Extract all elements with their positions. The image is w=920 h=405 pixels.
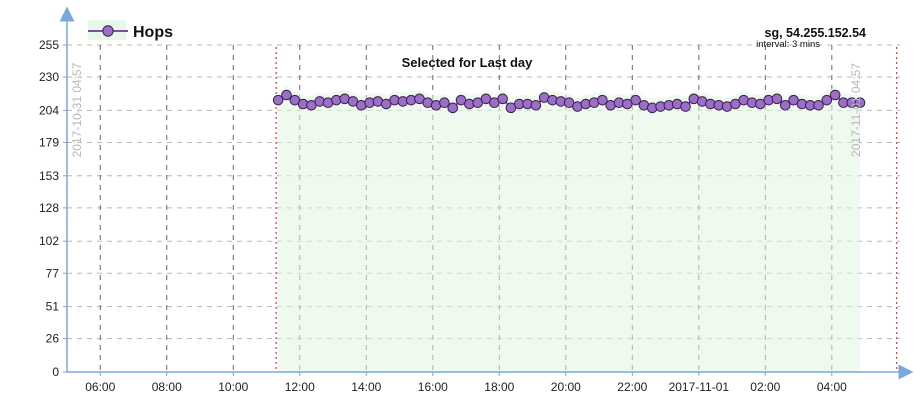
y-tick-label: 153: [39, 169, 59, 183]
x-tick-label: 06:00: [85, 380, 115, 394]
left-marker-label: 2017-10-31 04:57: [70, 62, 84, 157]
selection-markers: [275, 47, 898, 372]
y-tick-label: 255: [39, 38, 59, 52]
axes: [59, 6, 914, 380]
x-tick-label: 02:00: [750, 380, 780, 394]
x-tick-label: 12:00: [285, 380, 315, 394]
data-point[interactable]: [813, 99, 824, 111]
x-tick-label: 10:00: [218, 380, 248, 394]
x-tick-label: 22:00: [617, 380, 647, 394]
right-marker-label: 2017-11-01 04:57: [849, 63, 863, 157]
y-tick-label: 0: [52, 365, 59, 379]
data-point[interactable]: [771, 93, 783, 105]
y-tick-label: 102: [39, 234, 59, 248]
labels: 0 26 51 77 102 128 153 179 204 230 255 06:00 08:00 10…: [39, 38, 847, 394]
data-point[interactable]: [630, 94, 641, 106]
x-tick-label: 04:00: [817, 380, 847, 394]
selection-title: Selected for Last day: [402, 55, 534, 70]
data-point[interactable]: [281, 89, 292, 101]
x-tick-label: 20:00: [551, 380, 581, 394]
y-tick-label: 51: [46, 300, 60, 314]
y-tick-label: 204: [39, 103, 59, 117]
legend-marker-icon: [102, 25, 114, 37]
data-point[interactable]: [829, 89, 841, 101]
y-tick-label: 179: [39, 135, 59, 149]
data-point[interactable]: [821, 94, 833, 106]
data-point[interactable]: [447, 102, 459, 114]
x-tick-label: 08:00: [152, 380, 182, 394]
data-point[interactable]: [530, 99, 542, 111]
legend-label: Hops: [133, 24, 173, 41]
x-tick-label: 18:00: [484, 380, 514, 394]
data-point[interactable]: [439, 97, 450, 109]
data-point[interactable]: [680, 101, 691, 112]
data-point[interactable]: [272, 94, 284, 106]
x-tick-label: 16:00: [418, 380, 448, 394]
y-tick-label: 128: [39, 201, 59, 215]
data-point[interactable]: [597, 94, 608, 106]
x-tick-label: 2017-11-01: [669, 380, 730, 394]
series-shadow: [278, 86, 861, 373]
data-point[interactable]: [779, 99, 791, 111]
data-point[interactable]: [497, 93, 508, 105]
y-tick-label: 26: [46, 332, 60, 346]
header-info: sg, 54.255.152.54 interval: 3 mins: [756, 26, 866, 50]
data-point[interactable]: [854, 97, 866, 109]
y-tick-label: 230: [39, 70, 59, 84]
interval-label: interval: 3 mins: [756, 39, 820, 50]
series-hops[interactable]: [272, 89, 866, 114]
x-tick-label: 14:00: [351, 380, 381, 394]
series-shadow-area: [278, 86, 861, 373]
y-tick-label: 77: [46, 266, 60, 280]
host-label: sg, 54.255.152.54: [765, 26, 867, 40]
legend[interactable]: Hops: [88, 20, 173, 41]
